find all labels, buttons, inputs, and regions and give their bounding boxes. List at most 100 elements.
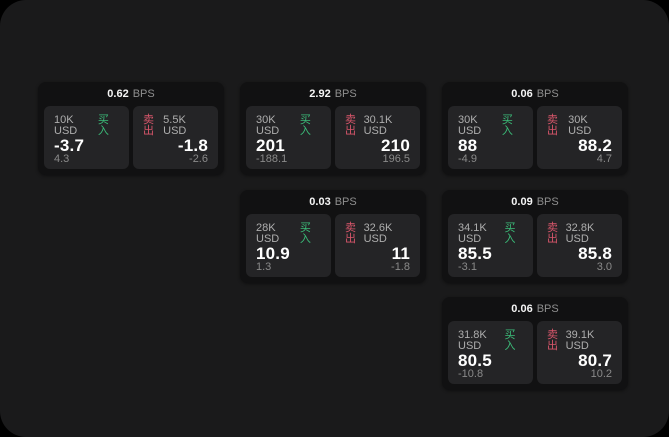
quote-card-4: 0.03 BPS 28K USD 买入 10.9 1.3 卖出 32.6K US… [240, 190, 426, 283]
sell-amount: 32.8K USD [565, 222, 595, 245]
bps-header: 0.62 BPS [38, 82, 224, 106]
buy-panel-top: 31.8K USD 买入 [458, 330, 523, 352]
sell-panel[interactable]: 卖出 30K USD 88.2 4.7 [537, 106, 622, 169]
sell-panel[interactable]: 卖出 5.5K USD -1.8 -2.6 [133, 106, 218, 169]
quote-panels: 28K USD 买入 10.9 1.3 卖出 32.6K USD 11 -1.8 [240, 214, 426, 277]
bps-value: 0.03 [309, 195, 331, 208]
buy-side-label: 买入 [299, 222, 311, 245]
sell-delta: -2.6 [189, 153, 208, 165]
bps-header: 0.06 BPS [442, 297, 628, 321]
sell-panel-top: 卖出 30K USD [547, 115, 612, 137]
sell-price: 88.2 [578, 136, 612, 155]
buy-side-label: 买入 [97, 114, 109, 137]
buy-delta: -3.1 [458, 261, 477, 273]
buy-price: 10.9 [256, 244, 290, 263]
quote-card-6: 0.06 BPS 31.8K USD 买入 80.5 -10.8 卖出 39.1… [442, 297, 628, 390]
buy-delta: 1.3 [256, 261, 272, 273]
bps-header: 2.92 BPS [240, 82, 426, 106]
buy-panel-top: 10K USD 买入 [54, 115, 119, 137]
bps-value: 0.06 [511, 87, 533, 100]
sell-delta: 196.5 [382, 153, 410, 165]
bps-value: 0.06 [511, 302, 533, 315]
buy-panel[interactable]: 34.1K USD 买入 85.5 -3.1 [448, 214, 533, 277]
sell-side-label: 卖出 [345, 222, 356, 245]
buy-amount: 30K USD [256, 114, 280, 137]
sell-panel[interactable]: 卖出 30.1K USD 210 196.5 [335, 106, 420, 169]
bps-unit-label: BPS [536, 302, 559, 315]
buy-delta: -188.1 [256, 153, 288, 165]
buy-price: -3.7 [54, 136, 85, 155]
buy-panel-top: 34.1K USD 买入 [458, 223, 523, 245]
bps-header: 0.06 BPS [442, 82, 628, 106]
buy-price: 88 [458, 136, 478, 155]
sell-side-label: 卖出 [547, 329, 558, 352]
sell-panel-top: 卖出 5.5K USD [143, 115, 208, 137]
buy-price: 201 [256, 136, 285, 155]
buy-side-label: 买入 [501, 114, 513, 137]
bps-unit-label: BPS [132, 87, 155, 100]
sell-delta: 3.0 [596, 261, 612, 273]
sell-price: 11 [391, 244, 410, 263]
buy-panel[interactable]: 31.8K USD 买入 80.5 -10.8 [448, 321, 533, 384]
buy-panel[interactable]: 30K USD 买入 88 -4.9 [448, 106, 533, 169]
buy-delta: -4.9 [458, 153, 477, 165]
buy-panel[interactable]: 10K USD 买入 -3.7 4.3 [44, 106, 129, 169]
sell-delta: -1.8 [391, 261, 410, 273]
bps-header: 0.09 BPS [442, 190, 628, 214]
buy-amount: 10K USD [54, 114, 78, 137]
buy-panel[interactable]: 28K USD 买入 10.9 1.3 [246, 214, 331, 277]
buy-amount: 30K USD [458, 114, 482, 137]
sell-panel-top: 卖出 32.8K USD [547, 223, 612, 245]
bps-value: 0.09 [511, 195, 533, 208]
quote-panels: 30K USD 买入 88 -4.9 卖出 30K USD 88.2 4.7 [442, 106, 628, 169]
sell-amount: 30K USD [568, 114, 592, 137]
buy-amount: 34.1K USD [458, 222, 487, 245]
sell-panel-top: 卖出 39.1K USD [547, 330, 612, 352]
buy-delta: -10.8 [458, 368, 484, 380]
sell-amount: 5.5K USD [163, 114, 187, 137]
buy-panel-top: 28K USD 买入 [256, 223, 321, 245]
buy-amount: 28K USD [256, 222, 280, 245]
sell-delta: 10.2 [590, 368, 612, 380]
buy-panel-top: 30K USD 买入 [256, 115, 321, 137]
sell-side-label: 卖出 [143, 114, 154, 137]
sell-panel-top: 卖出 32.6K USD [345, 223, 410, 245]
sell-amount: 30.1K USD [363, 114, 393, 137]
bps-unit-label: BPS [334, 195, 357, 208]
buy-amount: 31.8K USD [458, 329, 487, 352]
quote-panels: 31.8K USD 买入 80.5 -10.8 卖出 39.1K USD 80.… [442, 321, 628, 384]
buy-panel-top: 30K USD 买入 [458, 115, 523, 137]
sell-price: 210 [381, 136, 410, 155]
buy-panel[interactable]: 30K USD 买入 201 -188.1 [246, 106, 331, 169]
sell-side-label: 卖出 [345, 114, 356, 137]
buy-side-label: 买入 [504, 329, 516, 352]
buy-delta: 4.3 [54, 153, 70, 165]
quote-card-1: 0.62 BPS 10K USD 买入 -3.7 4.3 卖出 5.5K USD… [38, 82, 224, 175]
sell-panel[interactable]: 卖出 32.8K USD 85.8 3.0 [537, 214, 622, 277]
sell-panel[interactable]: 卖出 39.1K USD 80.7 10.2 [537, 321, 622, 384]
sell-panel[interactable]: 卖出 32.6K USD 11 -1.8 [335, 214, 420, 277]
sell-amount: 39.1K USD [565, 329, 595, 352]
sell-side-label: 卖出 [547, 222, 558, 245]
bps-unit-label: BPS [536, 87, 559, 100]
bps-value: 2.92 [309, 87, 331, 100]
sell-amount: 32.6K USD [363, 222, 393, 245]
quote-panels: 10K USD 买入 -3.7 4.3 卖出 5.5K USD -1.8 -2.… [38, 106, 224, 169]
sell-price: 85.8 [578, 244, 612, 263]
sell-price: -1.8 [177, 136, 208, 155]
buy-price: 85.5 [458, 244, 492, 263]
bps-unit-label: BPS [334, 87, 357, 100]
quote-panels: 34.1K USD 买入 85.5 -3.1 卖出 32.8K USD 85.8… [442, 214, 628, 277]
bps-unit-label: BPS [536, 195, 559, 208]
sell-price: 80.7 [578, 351, 612, 370]
sell-panel-top: 卖出 30.1K USD [345, 115, 410, 137]
quote-panels: 30K USD 买入 201 -188.1 卖出 30.1K USD 210 1… [240, 106, 426, 169]
bps-value: 0.62 [107, 87, 129, 100]
sell-side-label: 卖出 [547, 114, 558, 137]
sell-delta: 4.7 [596, 153, 612, 165]
bps-header: 0.03 BPS [240, 190, 426, 214]
quote-card-3: 0.06 BPS 30K USD 买入 88 -4.9 卖出 30K USD 8… [442, 82, 628, 175]
buy-price: 80.5 [458, 351, 492, 370]
